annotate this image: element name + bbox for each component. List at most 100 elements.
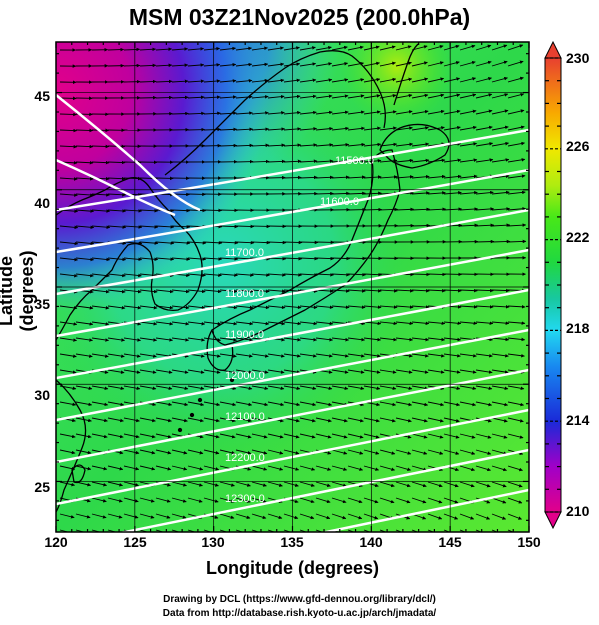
wind-vector xyxy=(219,481,235,487)
wind-vector xyxy=(203,481,219,487)
wind-vector xyxy=(267,305,286,310)
wind-vector xyxy=(91,353,109,358)
wind-vector xyxy=(491,481,507,488)
wind-vector xyxy=(443,513,459,520)
wind-vector xyxy=(443,449,460,455)
wind-vector xyxy=(139,79,157,84)
wind-vector xyxy=(459,223,479,228)
wind-vector xyxy=(459,77,476,83)
wind-vector xyxy=(395,401,413,407)
wind-vector xyxy=(411,272,430,277)
wind-vector xyxy=(203,401,221,407)
wind-vector xyxy=(411,61,428,67)
wind-vector xyxy=(171,417,188,423)
wind-vector xyxy=(411,417,428,423)
wind-vector xyxy=(235,62,253,67)
wind-vector xyxy=(187,385,205,391)
wind-vector xyxy=(475,465,491,472)
wind-vector xyxy=(123,289,142,294)
wind-vector xyxy=(283,240,303,245)
wind-vector xyxy=(363,142,382,147)
wind-vector xyxy=(427,207,446,212)
wind-vector xyxy=(171,95,189,100)
wind-vector xyxy=(315,305,334,310)
wind-vector xyxy=(363,61,380,67)
wind-vector xyxy=(59,225,79,230)
wind-vector xyxy=(331,417,348,423)
wind-vector xyxy=(507,44,524,51)
wind-vector xyxy=(267,273,286,277)
wind-vector xyxy=(427,45,444,51)
wind-vector xyxy=(75,273,94,278)
wind-vector xyxy=(491,401,509,407)
wind-vector xyxy=(475,158,494,163)
wind-vector xyxy=(219,95,237,99)
wind-vector xyxy=(123,257,143,262)
wind-vector xyxy=(107,257,127,262)
wind-vector xyxy=(139,321,158,326)
wind-vector xyxy=(123,433,140,439)
wind-vector xyxy=(283,94,301,99)
wind-vector xyxy=(171,79,189,84)
wind-vector xyxy=(171,305,190,310)
wind-vector xyxy=(411,497,427,504)
wind-vector xyxy=(507,401,525,407)
wind-vector xyxy=(107,401,125,407)
wind-vector xyxy=(491,513,507,520)
wind-vector xyxy=(395,142,414,147)
wind-vector xyxy=(139,369,157,374)
x-tick-label: 125 xyxy=(123,534,147,550)
y-tick-label: 25 xyxy=(34,479,50,495)
wind-vector xyxy=(331,481,347,488)
wind-vector xyxy=(299,175,318,180)
wind-vector xyxy=(395,465,411,471)
wind-vector xyxy=(507,223,527,227)
wind-vector xyxy=(107,353,125,358)
wind-vector xyxy=(123,513,139,519)
wind-vector xyxy=(347,465,364,471)
wind-vector xyxy=(379,369,397,374)
wind-vector xyxy=(491,417,508,423)
wind-vector xyxy=(139,449,156,455)
wind-vector xyxy=(251,529,267,532)
wind-vector xyxy=(187,47,204,51)
wind-vector xyxy=(443,174,462,179)
wind-vector xyxy=(267,321,286,326)
wind-vector xyxy=(315,78,333,83)
wind-vector xyxy=(123,241,143,245)
colorbar-tick-label: 230 xyxy=(566,50,590,66)
wind-vector xyxy=(155,513,171,519)
wind-vector xyxy=(459,305,478,309)
wind-vector xyxy=(107,176,126,181)
wind-vector xyxy=(59,305,78,310)
y-tick-label: 45 xyxy=(34,88,50,104)
wind-vector xyxy=(203,127,222,132)
wind-vector xyxy=(187,481,203,487)
wind-vector xyxy=(491,125,509,131)
wind-vector xyxy=(491,207,510,211)
wind-vector xyxy=(75,128,94,133)
wind-vector xyxy=(251,143,270,148)
wind-vector xyxy=(347,110,365,115)
wind-vector xyxy=(219,289,238,294)
wind-vector xyxy=(427,191,446,195)
wind-vector xyxy=(475,207,494,211)
wind-vector xyxy=(203,63,221,67)
wind-vector xyxy=(443,191,462,195)
wind-vector xyxy=(475,513,491,520)
wind-vector xyxy=(203,369,221,374)
wind-vector xyxy=(267,78,285,83)
x-axis-label: Longitude (degrees) xyxy=(205,558,379,578)
wind-vector xyxy=(75,449,92,455)
wind-vector xyxy=(379,465,395,471)
wind-vector xyxy=(411,109,429,115)
wind-vector xyxy=(395,61,412,67)
contour-label: 11800.0 xyxy=(225,288,264,300)
wind-vector xyxy=(203,79,221,83)
wind-vector xyxy=(315,126,333,131)
wind-vector xyxy=(139,433,156,439)
wind-vector xyxy=(235,257,255,261)
wind-vector xyxy=(251,240,271,245)
wind-vector xyxy=(491,158,510,163)
wind-vector xyxy=(459,465,475,472)
